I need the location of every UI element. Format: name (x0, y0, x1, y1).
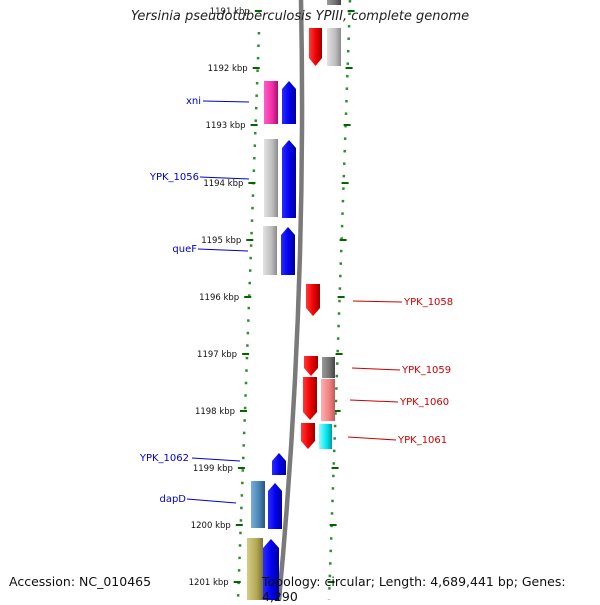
accession-text: Accession: NC_010465 (9, 574, 152, 589)
tick-label: 1194 kbp (203, 179, 243, 189)
tick-label: 1198 kbp (195, 407, 235, 417)
gene-feature-xni-blue (282, 81, 296, 124)
gene-feature-bottom-olive (247, 538, 263, 600)
genome-backbone (276, 0, 305, 601)
gene-feature-bottom-blue (263, 539, 279, 600)
tick-label: 1191 kbp (210, 7, 250, 17)
gene-feature-ypk1059-gray (322, 357, 335, 378)
gene-feature-quef-blue (281, 227, 295, 275)
gene-feature-ypk1060-lightred (321, 379, 335, 421)
kbp-ticks: 1191 kbp 1192 kbp 1193 kbp 1194 kbp 1195 kbp… (189, 7, 355, 588)
gene-feature-xni-pink (264, 81, 278, 124)
gene-feature-ypk1061-cyan (319, 424, 332, 449)
gene-feature-top-red (309, 28, 322, 66)
leader-line-ypk1056 (199, 176, 250, 180)
leader-line-quef (197, 248, 249, 252)
gene-feature-ypk1058 (306, 284, 320, 316)
leader-line-ypk1062 (191, 457, 241, 462)
leader-line-dapd (186, 498, 237, 504)
gene-label-ypk1056: YPK_1056 (149, 172, 199, 183)
leader-line-ypk1059 (351, 367, 401, 371)
gene-label-ypk1058: YPK_1058 (403, 297, 453, 308)
tick-label: 1199 kbp (193, 464, 233, 474)
gene-label-ypk1060: YPK_1060 (399, 397, 449, 408)
leader-line-xni (202, 100, 250, 103)
gene-feature-dapd-steel (251, 481, 265, 528)
map-title: Yersinia pseudotuberculosis YPIII, compl… (130, 9, 470, 24)
gene-label-dapd: dapD (159, 494, 186, 505)
tick-label: 1201 kbp (189, 578, 229, 588)
leader-line-ypk1061 (347, 436, 397, 441)
right-track-guide (327, 0, 352, 601)
gene-label-ypk1062: YPK_1062 (139, 453, 189, 464)
gene-feature-ypk1060-red (303, 377, 317, 420)
gene-feature-ypk1062-blue (272, 453, 286, 475)
tick-label: 1197 kbp (197, 350, 237, 360)
gene-feature-ypk1061-red (301, 423, 315, 449)
gene-feature-top-gray (327, 28, 341, 66)
gene-feature-ypk1059-red (304, 356, 318, 376)
gene-feature-dapd-blue (268, 483, 282, 529)
gene-feature-top-gray-arrow (327, 0, 341, 5)
gene-feature-quef-gray (263, 226, 277, 275)
tick-label: 1195 kbp (201, 236, 241, 246)
gene-feature-ypk1056-gray (264, 139, 278, 217)
leader-line-ypk1060 (349, 399, 399, 403)
gene-feature-ypk1056-blue (282, 140, 296, 218)
gene-label-quef: queF (172, 244, 197, 255)
gene-label-xni: xni (186, 96, 201, 107)
gene-label-ypk1059: YPK_1059 (401, 365, 451, 376)
tick-label: 1200 kbp (191, 521, 231, 531)
tick-label: 1192 kbp (208, 64, 248, 74)
tick-label: 1196 kbp (199, 293, 239, 303)
tick-label: 1193 kbp (206, 121, 246, 131)
gene-label-ypk1061: YPK_1061 (397, 435, 447, 446)
leader-line-ypk1058 (352, 300, 403, 303)
